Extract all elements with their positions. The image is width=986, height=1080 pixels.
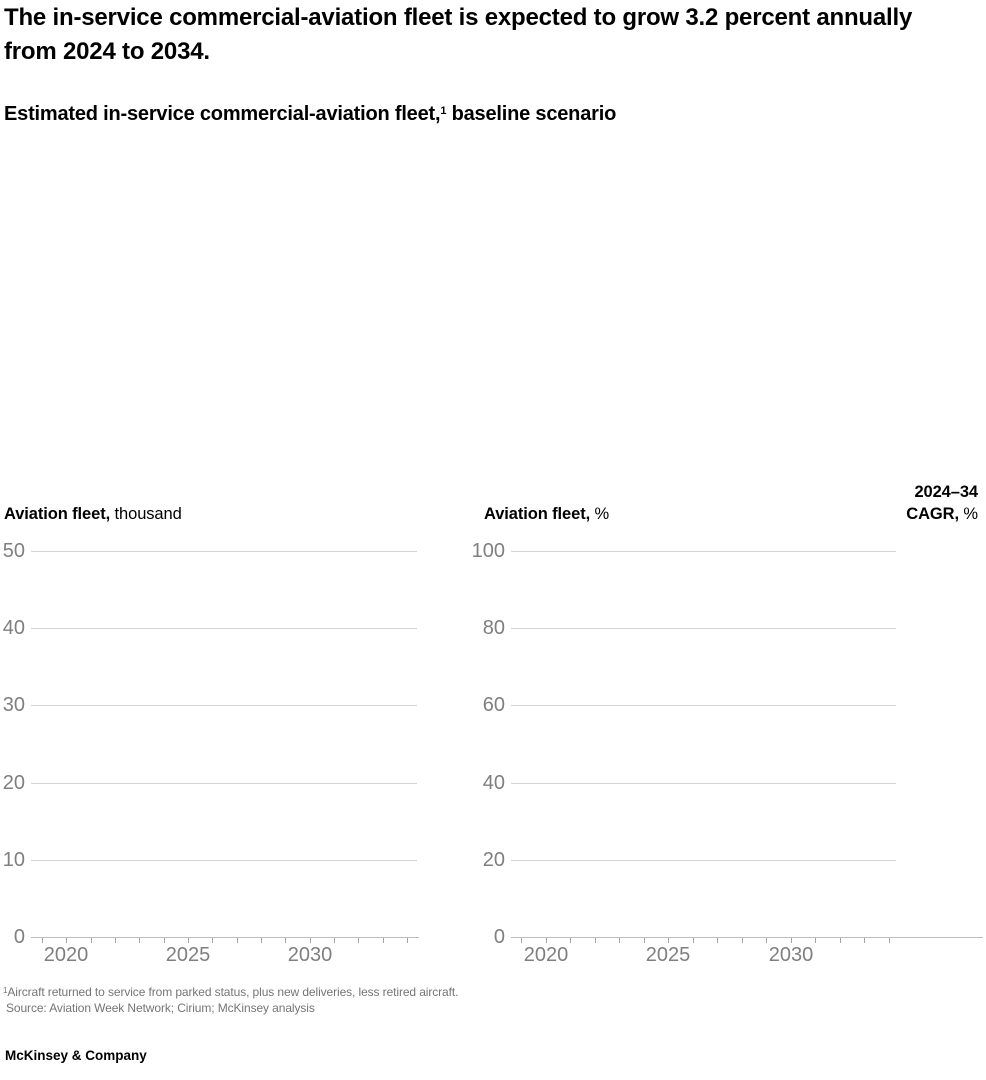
x-axis-tick [791,938,792,943]
footnote-text: Aircraft returned to service from parked… [7,985,459,999]
x-tick-label: 2020 [523,944,569,966]
gridline [31,783,417,784]
x-tick-label: 2030 [287,944,333,966]
y-tick-label: 10 [2,849,25,871]
x-axis-tick [570,938,571,943]
x-axis-tick [164,938,165,943]
gridline [31,628,417,629]
x-axis-tick [521,938,522,943]
y-tick-label: 50 [2,540,25,562]
left-chart-header-unit: thousand [110,505,182,523]
y-tick-label: 100 [471,540,505,562]
x-axis-tick [668,938,669,943]
y-tick-label: 0 [13,926,25,948]
right-chart-header-unit: % [590,505,610,523]
right-chart-header-bold: Aviation fleet, [484,505,591,523]
y-tick-label: 80 [482,617,505,639]
y-tick-label: 30 [2,694,25,716]
x-axis-tick [889,938,890,943]
footnote-block: 1Aircraft returned to service from parke… [3,983,703,1016]
y-tick-label: 20 [482,849,505,871]
x-axis-tick [310,938,311,943]
x-axis-tick [840,938,841,943]
x-axis-tick [742,938,743,943]
x-axis-tick [595,938,596,943]
left-chart-header-bold: Aviation fleet, [4,505,111,523]
x-axis-tick [619,938,620,943]
x-axis-line [511,937,983,938]
x-axis-tick [383,938,384,943]
x-axis-tick [693,938,694,943]
x-axis-line [31,937,419,938]
gridline [511,860,896,861]
gridline [31,551,417,552]
exhibit-subtitle: Estimated in-service commercial-aviation… [4,99,904,126]
x-axis-tick [139,938,140,943]
x-axis-tick [546,938,547,943]
x-tick-label: 2020 [43,944,89,966]
x-axis-tick [334,938,335,943]
x-axis-tick [407,938,408,943]
exhibit-title: The in-service commercial-aviation fleet… [4,4,913,65]
x-axis-tick [644,938,645,943]
subtitle-text-suffix: baseline scenario [446,103,617,125]
gridline [31,860,417,861]
x-tick-label: 2025 [645,944,691,966]
gridline [511,783,896,784]
x-axis-tick [237,938,238,943]
source-line: Source: Aviation Week Network; Cirium; M… [6,1000,315,1015]
right-chart-header: Aviation fleet, % [484,504,609,524]
subtitle-text: Estimated in-service commercial-aviation… [4,103,441,125]
y-tick-label: 0 [493,926,505,948]
x-tick-label: 2025 [165,944,211,966]
x-axis-tick [864,938,865,943]
cagr-label: CAGR, % [778,504,978,526]
x-axis-tick [261,938,262,943]
cagr-label-bold: CAGR, [906,504,959,523]
x-axis-tick [91,938,92,943]
x-axis-tick [766,938,767,943]
y-tick-label: 60 [482,694,505,716]
cagr-column-header: 2024–34 CAGR, % [778,482,978,525]
x-tick-label: 2030 [768,944,814,966]
x-axis-tick [212,938,213,943]
cagr-label-unit: % [958,504,978,523]
gridline [511,705,896,706]
gridline [511,628,896,629]
x-axis-tick [42,938,43,943]
x-axis-tick [285,938,286,943]
cagr-years: 2024–34 [914,483,978,501]
left-chart-header: Aviation fleet, thousand [4,504,182,524]
mckinsey-logo: McKinsey & Company [5,1048,147,1063]
x-axis-tick [188,938,189,943]
x-axis-tick [358,938,359,943]
y-tick-label: 40 [2,617,25,639]
footnote-marker: 1 [3,986,8,995]
x-axis-tick [717,938,718,943]
gridline [31,705,417,706]
x-axis-tick [66,938,67,943]
x-axis-tick [815,938,816,943]
x-axis-tick [115,938,116,943]
subtitle-footnote-marker: 1 [440,105,447,117]
footnote-line: 1Aircraft returned to service from parke… [3,983,703,1001]
y-tick-label: 40 [482,772,505,794]
gridline [511,551,896,552]
y-tick-label: 20 [2,772,25,794]
